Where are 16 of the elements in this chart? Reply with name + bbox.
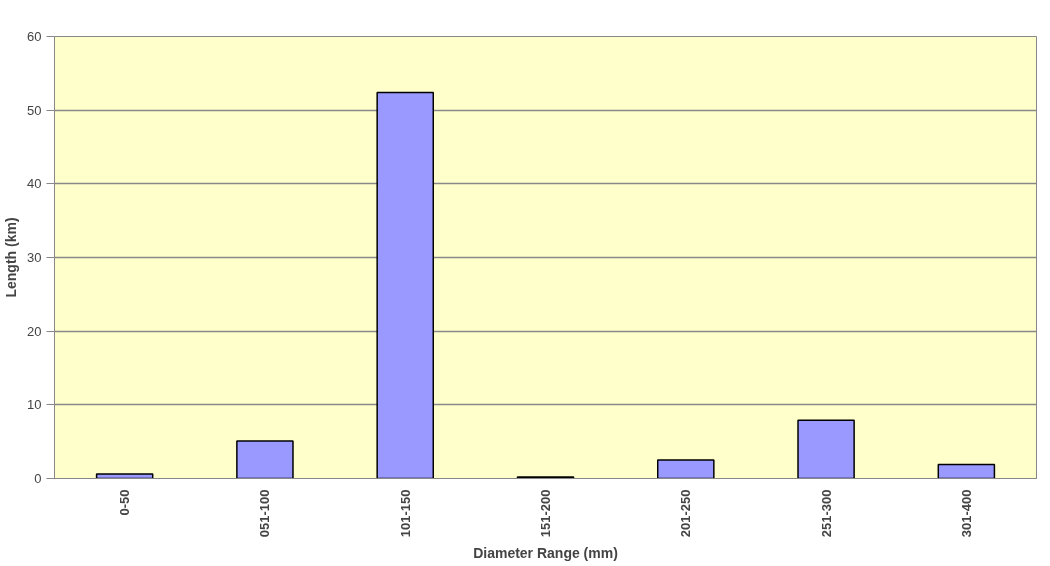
x-tick-label: 201-250 (678, 489, 694, 538)
x-tick-label: 151-200 (538, 489, 553, 538)
y-tick-label: 60 (27, 29, 42, 44)
y-tick-label: 40 (27, 176, 42, 192)
y-tick-label: 20 (27, 323, 42, 339)
x-tick-label: 101-150 (397, 489, 413, 538)
y-axis-title: Length (km) (3, 217, 20, 298)
y-tick-label: 10 (27, 397, 42, 413)
y-tick-label: 0 (34, 471, 42, 486)
y-tick-label: 30 (27, 250, 42, 265)
x-tick-label: 251-300 (818, 489, 834, 538)
x-axis-title: Diameter Range (mm) (473, 545, 618, 562)
x-tick-label: 301-400 (958, 489, 974, 538)
x-tick-label: 051-100 (257, 489, 273, 538)
y-tick-label: 50 (27, 102, 42, 118)
x-tick-label: 0-50 (117, 489, 133, 516)
